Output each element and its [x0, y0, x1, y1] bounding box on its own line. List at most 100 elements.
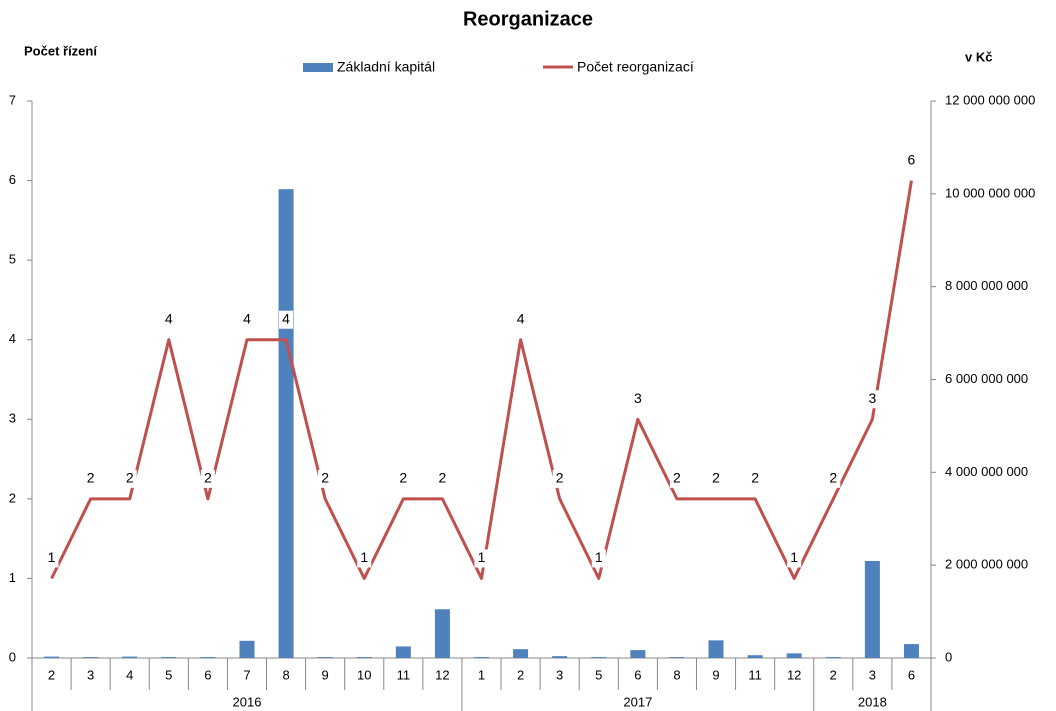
y-tick-label: 6: [9, 172, 16, 187]
data-label-bg: [44, 549, 59, 568]
x-tick-label: 6: [908, 667, 915, 682]
line: [50, 180, 913, 580]
data-label: 2: [204, 470, 212, 486]
bar: [474, 657, 489, 658]
x-tick-label: 3: [87, 667, 94, 682]
x-tick-label: 4: [126, 667, 133, 682]
data-label-bg: [513, 310, 528, 329]
x-tick-label: 9: [712, 667, 719, 682]
bar: [278, 189, 294, 659]
x-tick-label: 8: [282, 667, 289, 682]
x-tick-label: 10: [357, 667, 371, 682]
legend-label: Základní kapitál: [337, 59, 435, 75]
data-label: 2: [556, 470, 564, 486]
data-label-bg: [122, 469, 137, 488]
data-label-bg: [200, 469, 215, 488]
data-label: 6: [908, 151, 916, 167]
x-tick-label: 3: [869, 667, 876, 682]
bar: [825, 657, 841, 658]
bar: [669, 657, 685, 658]
chart-title: Reorganizace: [463, 8, 593, 30]
legend-label: Počet reorganizací: [577, 59, 694, 75]
x-tick-label: 5: [165, 667, 172, 682]
bar: [552, 656, 568, 658]
x-tick-label: 9: [322, 667, 329, 682]
bar: [708, 640, 724, 658]
data-label: 4: [517, 310, 525, 326]
y2-tick-label: 0: [945, 649, 952, 664]
data-label: 3: [868, 390, 876, 406]
bar: [44, 656, 60, 658]
y-tick-label: 2: [9, 490, 16, 505]
data-label: 2: [712, 470, 720, 486]
x-group-label: 2018: [858, 694, 887, 709]
y2-tick-label: 2 000 000 000: [945, 557, 1028, 572]
data-label-bg: [357, 549, 372, 568]
data-label-bg: [669, 469, 684, 488]
bar: [395, 646, 411, 658]
x-tick-label: 6: [204, 667, 211, 682]
data-label: 2: [87, 470, 95, 486]
data-label-bg: [630, 390, 645, 409]
y2-tick-label: 6 000 000 000: [945, 371, 1028, 386]
data-label-bg: [591, 549, 606, 568]
data-label-bg: [552, 469, 567, 488]
bar: [356, 657, 372, 658]
bar: [161, 657, 177, 658]
x-tick-label: 2: [48, 667, 55, 682]
x-tick-label: 2: [830, 667, 837, 682]
data-label-bg: [709, 469, 724, 488]
data-label: 1: [360, 549, 368, 565]
y-tick-label: 1: [9, 570, 16, 585]
data-label: 2: [126, 470, 134, 486]
data-label: 4: [243, 310, 251, 326]
bar: [122, 656, 138, 658]
bar: [434, 609, 450, 658]
bar: [239, 640, 255, 658]
y-tick-label: 7: [9, 92, 16, 107]
data-label: 1: [48, 549, 56, 565]
data-label-bg: [239, 310, 254, 329]
bar: [513, 649, 529, 658]
y2-axis-title: v Kč: [965, 49, 992, 64]
data-label: 2: [829, 470, 837, 486]
data-label: 4: [165, 310, 173, 326]
x-tick-label: 11: [397, 667, 411, 682]
x-tick-label: 12: [435, 667, 449, 682]
bar: [200, 657, 216, 658]
bar: [630, 650, 646, 658]
data-label-bg: [83, 469, 98, 488]
x-tick-label: 2: [517, 667, 524, 682]
bar: [864, 560, 880, 658]
bar: [83, 657, 99, 658]
bar: [786, 653, 802, 658]
x-tick-label: 1: [478, 667, 485, 682]
bar: [903, 644, 919, 658]
x-tick-label: 12: [787, 667, 801, 682]
data-label: 1: [790, 549, 798, 565]
data-label-bg: [318, 469, 333, 488]
x-group-label: 2017: [623, 694, 652, 709]
data-label: 1: [595, 549, 603, 565]
data-label: 2: [399, 470, 407, 486]
y-tick-label: 4: [9, 331, 16, 346]
data-label: 1: [478, 549, 486, 565]
y-tick-label: 0: [9, 649, 16, 664]
x-tick-label: 11: [748, 667, 762, 682]
x-tick-label: 8: [673, 667, 680, 682]
data-label-bg: [396, 469, 411, 488]
data-label-bg: [161, 310, 176, 329]
legend-swatch: [303, 63, 333, 72]
data-label-bg: [826, 469, 841, 488]
x-tick-label: 5: [595, 667, 602, 682]
data-label-bg: [865, 390, 880, 409]
data-label-bg: [904, 151, 919, 170]
data-label-bg: [748, 469, 763, 488]
x-tick-label: 7: [243, 667, 250, 682]
bar: [317, 657, 333, 658]
y2-tick-label: 8 000 000 000: [945, 278, 1028, 293]
bar: [747, 655, 763, 658]
data-label: 2: [673, 470, 681, 486]
data-label: 2: [439, 470, 447, 486]
data-label: 4: [282, 310, 290, 326]
